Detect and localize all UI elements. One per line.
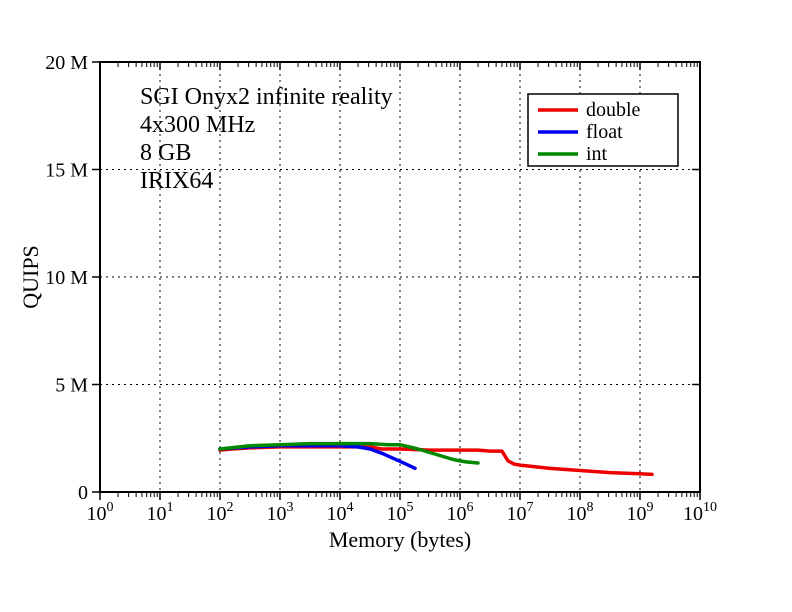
svg-text:10 M: 10 M [45,267,88,289]
legend-label: double [586,99,641,121]
svg-text:0: 0 [78,482,88,504]
annotation-line: 8 GB [140,140,191,166]
annotation-line: SGI Onyx2 infinite reality [140,84,393,110]
annotation-line: 4x300 MHz [140,112,255,138]
svg-text:20 M: 20 M [45,52,88,74]
legend-label: float [586,121,623,143]
annotation-line: IRIX64 [140,168,213,194]
svg-text:15 M: 15 M [45,160,88,182]
legend-label: int [586,143,608,165]
y-axis-label: QUIPS [18,245,43,309]
x-axis-label: Memory (bytes) [329,527,471,552]
quips-memory-chart: 1001011021031041051061071081091010Memory… [0,0,792,612]
svg-text:5 M: 5 M [55,375,88,397]
legend: doublefloatint [528,94,678,166]
chart-container: 1001011021031041051061071081091010Memory… [0,0,792,612]
